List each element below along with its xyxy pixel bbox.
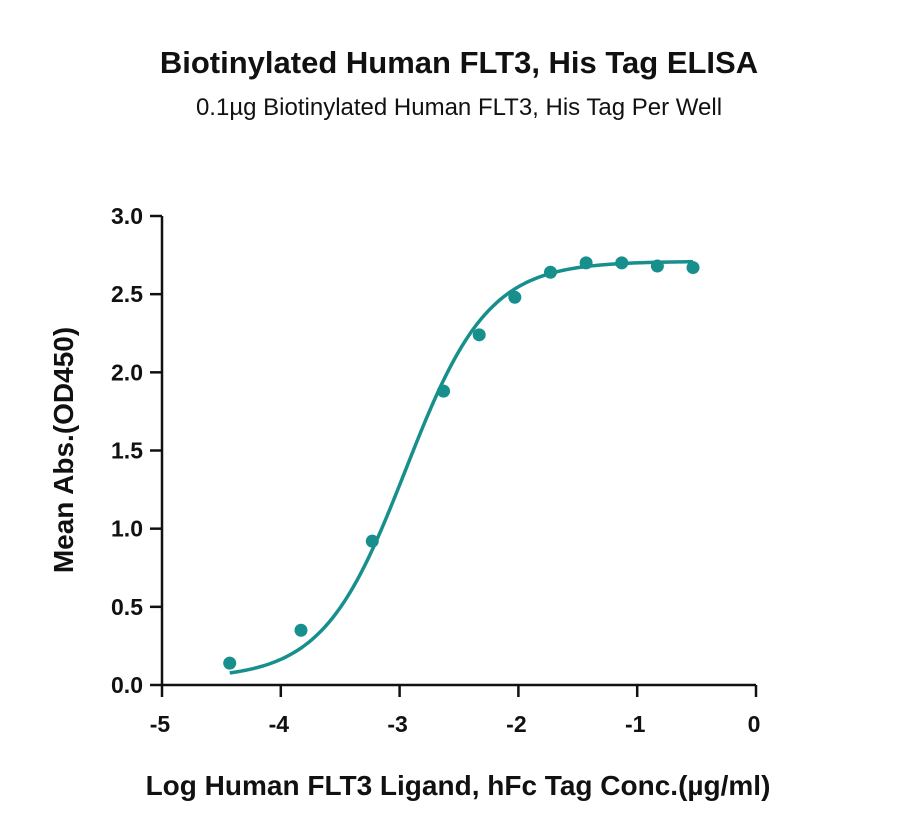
y-tick-label: 1.5 bbox=[111, 438, 143, 464]
y-tick-label: 2.5 bbox=[111, 281, 143, 307]
x-tick-label: -2 bbox=[506, 711, 526, 737]
y-tick-label: 3.0 bbox=[111, 203, 143, 229]
x-tick-label: -3 bbox=[387, 711, 407, 737]
x-tick-label: -1 bbox=[625, 711, 646, 737]
chart-title: Biotinylated Human FLT3, His Tag ELISA bbox=[160, 45, 758, 80]
data-point bbox=[472, 328, 486, 342]
y-ticks: 0.0 0.5 1.0 1.5 2.0 2.5 3.0 bbox=[111, 203, 162, 698]
y-tick-label: 2.0 bbox=[111, 359, 143, 385]
y-tick-label: 0.0 bbox=[111, 672, 143, 698]
data-point bbox=[579, 256, 593, 270]
data-point bbox=[686, 261, 700, 275]
data-point bbox=[543, 265, 557, 279]
y-tick-label: 0.5 bbox=[111, 594, 143, 620]
data-point bbox=[650, 259, 664, 273]
x-tick-label: -5 bbox=[150, 711, 171, 737]
data-point bbox=[294, 623, 308, 637]
x-tick-label: 0 bbox=[748, 711, 761, 737]
chart-subtitle: 0.1µg Biotinylated Human FLT3, His Tag P… bbox=[196, 94, 722, 121]
y-axis-label: Mean Abs.(OD450) bbox=[48, 327, 79, 573]
fit-curve bbox=[229, 259, 694, 675]
x-axis-label: Log Human FLT3 Ligand, hFc Tag Conc.(µg/… bbox=[146, 770, 771, 801]
data-point bbox=[365, 534, 379, 548]
y-tick-label: 1.0 bbox=[111, 516, 143, 542]
x-ticks: -5 -4 -3 -2 -1 0 bbox=[150, 685, 761, 737]
data-point bbox=[508, 290, 522, 304]
data-point bbox=[437, 384, 451, 398]
x-tick-label: -4 bbox=[269, 711, 290, 737]
data-point bbox=[223, 656, 237, 670]
data-points bbox=[223, 256, 700, 670]
axes bbox=[160, 216, 756, 687]
data-point bbox=[615, 256, 629, 270]
